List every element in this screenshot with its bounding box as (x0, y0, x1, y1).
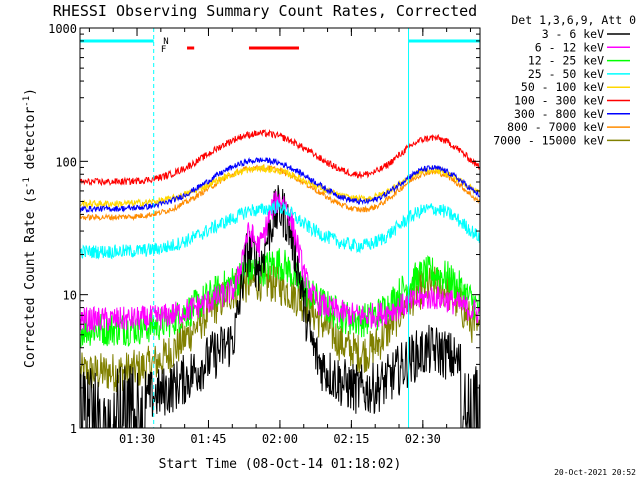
series-line-0 (79, 185, 480, 429)
series-line-1 (79, 191, 480, 333)
x-axis-label: Start Time (08-Oct-14 01:18:02) (159, 457, 402, 472)
x-tick-label: 02:15 (333, 432, 369, 446)
plot-frame (79, 27, 481, 429)
night-flag-label: N (163, 37, 168, 47)
series-line-5 (79, 129, 480, 187)
y-tick-label: 1 (70, 422, 77, 436)
series-traces (79, 129, 480, 429)
flare-flag-label: F (161, 45, 166, 55)
x-tick-label: 01:45 (190, 432, 226, 446)
series-line-4 (79, 164, 480, 209)
series-line-8 (79, 261, 480, 393)
legend-entry-label: 6 - 12 keV (535, 40, 604, 54)
series-line-2 (80, 248, 480, 348)
legend-header: Det 1,3,6,9, Att 0 (511, 13, 636, 27)
x-tick-label: 02:00 (262, 432, 298, 446)
y-tick-label: 1000 (48, 22, 77, 36)
chart-title: RHESSI Observing Summary Count Rates, Co… (53, 2, 477, 20)
y-tick-label: 100 (55, 155, 77, 169)
legend-entry-label: 3 - 6 keV (542, 27, 604, 41)
timestamp: 20-Oct-2021 20:52 (554, 468, 636, 477)
legend-entry-label: 300 - 800 keV (514, 107, 604, 121)
legend-entry-label: 100 - 300 keV (514, 94, 604, 108)
legend-entry-label: 50 - 100 keV (521, 80, 604, 94)
y-axis-label: Corrected Count Rate (s-1 detector-1) (22, 88, 38, 368)
series-line-3 (79, 199, 480, 260)
legend-entry-label: 800 - 7000 keV (507, 120, 604, 134)
series-line-7 (79, 163, 480, 222)
x-tick-label: 02:30 (405, 432, 441, 446)
legend-entry-label: 7000 - 15000 keV (493, 133, 604, 147)
y-tick-label: 10 (63, 289, 77, 303)
axis-ticks: 01:30 01:45 02:00 02:15 02:30 1 10 100 1000 (48, 22, 480, 446)
series-line-6 (79, 157, 480, 214)
legend-entry-label: 25 - 50 keV (528, 67, 604, 81)
x-tick-label: 01:30 (119, 432, 155, 446)
legend-entry-label: 12 - 25 keV (528, 54, 604, 68)
